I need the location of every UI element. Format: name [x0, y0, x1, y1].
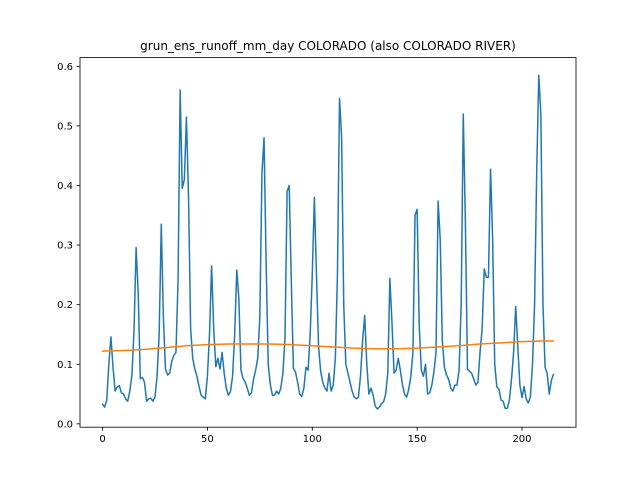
x-tick-label: 200 — [512, 434, 531, 445]
chart-title: grun_ens_runoff_mm_day COLORADO (also CO… — [140, 39, 516, 53]
x-tick-label: 50 — [201, 434, 214, 445]
x-tick-label: 100 — [303, 434, 322, 445]
x-tick-label: 0 — [99, 434, 105, 445]
y-tick-label: 0.2 — [57, 300, 73, 311]
plot-area: 0 50 100 150 200 0.0 0.1 0.2 0.3 0.4 0.5 0.6 — [57, 57, 577, 445]
x-tick-label: 150 — [408, 434, 427, 445]
y-tick-label: 0.1 — [57, 360, 73, 371]
series-line-1 — [101, 340, 555, 352]
y-tick-label: 0.0 — [57, 419, 73, 430]
y-axis: 0.0 0.1 0.2 0.3 0.4 0.5 0.6 — [57, 62, 80, 430]
series-line-0 — [101, 74, 555, 410]
y-tick-label: 0.5 — [57, 121, 73, 132]
y-tick-label: 0.6 — [57, 62, 73, 73]
series-layer — [101, 74, 555, 410]
x-axis: 0 50 100 150 200 — [99, 427, 532, 445]
axes-frame — [79, 57, 577, 428]
y-tick-label: 0.4 — [57, 181, 73, 192]
y-tick-label: 0.3 — [57, 241, 73, 252]
